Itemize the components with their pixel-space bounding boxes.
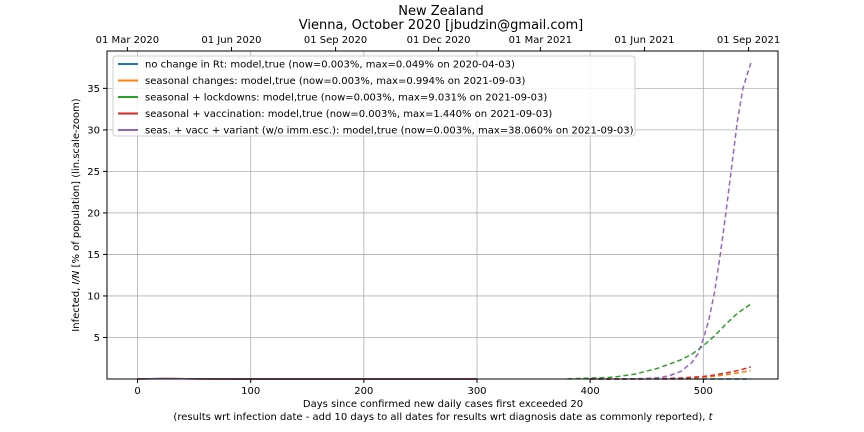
x-tick-label: 300 [467, 386, 486, 397]
plot-frame [106, 50, 779, 380]
legend-label: seasonal + lockdowns: model,true (now=0.… [145, 93, 547, 104]
x-axis-note-text: (results wrt infection date - add 10 day… [173, 412, 708, 423]
legend-label: seas. + vacc + variant (w/o imm.esc.): m… [145, 126, 634, 137]
y-tick-label: 20 [87, 208, 100, 219]
x-axis-note: (results wrt infection date - add 10 day… [173, 412, 713, 423]
x-tick-label: 200 [354, 386, 373, 397]
y-tick-label: 35 [87, 84, 100, 95]
y-axis-label: Infected, I/N [% of population] (lin.sca… [71, 98, 82, 332]
y-tick-label: 10 [87, 291, 100, 302]
y-axis: 5 10 15 20 25 30 35 [87, 84, 107, 344]
top-date-axis: 01 Mar 2020 01 Jun 2020 01 Sep 2020 01 Dec … [96, 35, 780, 51]
top-date-tick-label: 01 Jun 2021 [614, 35, 674, 46]
top-date-tick-label: 01 Mar 2021 [509, 35, 572, 46]
top-date-tick-label: 01 Dec 2020 [407, 35, 471, 46]
x-tick-label: 400 [581, 386, 600, 397]
y-tick-label: 15 [87, 250, 100, 261]
y-axis-label-variable: I/N [71, 270, 82, 284]
series-line-projected [567, 303, 752, 380]
series-line-projected [590, 366, 751, 380]
top-date-tick-label: 01 Sep 2020 [304, 35, 367, 46]
x-tick-label: 500 [694, 386, 713, 397]
top-date-tick-label: 01 Jun 2020 [201, 35, 261, 46]
legend-label: no change in Rt: model,true (now=0.003%,… [145, 60, 515, 71]
series-line-projected [590, 62, 752, 380]
top-date-tick-label: 01 Mar 2020 [96, 35, 159, 46]
x-tick-label: 0 [134, 386, 140, 397]
x-axis-label: Days since confirmed new daily cases fir… [303, 399, 583, 410]
y-axis-label-text: Infected, [71, 284, 82, 331]
chart-title: New Zealand [398, 4, 483, 19]
top-date-tick-label: 01 Sep 2021 [717, 35, 780, 46]
legend-label: seasonal + vaccination: model,true (now=… [145, 109, 552, 120]
chart-subtitle: Vienna, October 2020 [jbudzin@gmail.com] [299, 18, 583, 33]
y-tick-label: 5 [94, 333, 100, 344]
x-tick-label: 100 [241, 386, 260, 397]
legend-label: seasonal changes: model,true (now=0.003%… [145, 76, 525, 87]
x-axis-note-variable: t [709, 412, 714, 423]
x-axis: 0 100 200 300 400 500 [134, 379, 713, 397]
y-tick-label: 25 [87, 167, 100, 178]
y-axis-label-unit: [% of population] (lin.scale-zoom) [71, 98, 82, 270]
y-tick-label: 30 [87, 125, 100, 136]
legend-box [112, 55, 636, 137]
legend: no change in Rt: model,true (now=0.003%,… [112, 55, 636, 137]
